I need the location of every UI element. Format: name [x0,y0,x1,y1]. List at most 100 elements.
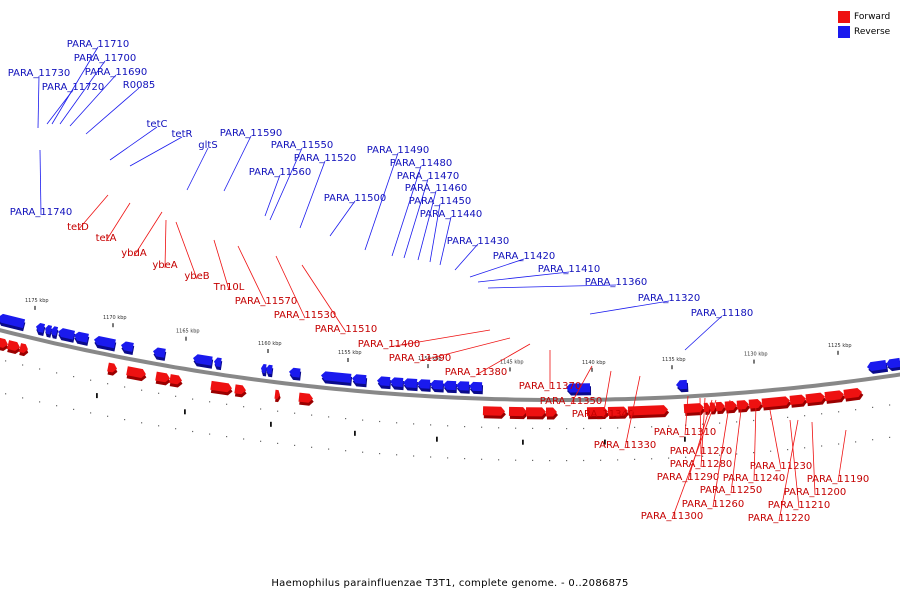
forward-gene-box-body [0,337,8,348]
forward-gene-label: PARA_11200 [784,487,846,498]
reverse-gene-box-body [94,335,116,349]
legend: Forward Reverse [838,9,890,39]
reverse-gene-label: PARA_11320 [638,293,700,304]
guide-dot [345,418,347,420]
forward-gene-label: PARA_11300 [641,511,703,522]
reverse-gene-label-leader [589,300,670,315]
guide-dot [600,427,602,429]
forward-gene-box [298,392,314,406]
forward-gene-box-body [482,406,505,416]
guide-dot [481,426,483,428]
scale-tick [591,367,593,372]
legend-forward: Forward [838,9,890,24]
reverse-gene-box-body [289,367,301,378]
forward-gene-box-body [586,407,608,417]
forward-gene-label: PARA_11570 [235,296,297,307]
forward-gene-label: PARA_11350 [540,396,602,407]
forward-gene-label: PARA_11250 [700,485,762,496]
guide-dot [838,443,840,445]
forward-gene-box-body [748,398,762,409]
reverse-gene-box [74,331,90,346]
map-caption: Haemophilus parainfluenzae T3T1, complet… [271,578,629,589]
reverse-gene-label: R0085 [123,80,155,91]
scale-tick-label: 1145 kbp [500,359,524,365]
scale-tick [837,350,839,355]
guide-dot [634,426,636,428]
guide-dot [583,459,585,462]
forward-gene-box-body [627,405,668,416]
forward-gene-box-body [824,390,844,402]
forward-gene-box [724,401,739,414]
forward-gene-box-body [525,407,546,417]
forward-gene-label-leader [133,211,163,257]
scale-tick-label: 1175 kbp [25,298,49,304]
reverse-gene-box [58,328,76,343]
reverse-gene-box [886,357,900,372]
forward-gene-box [210,380,233,396]
forward-gene-label: PARA_11260 [682,499,744,510]
guide-dot [770,418,772,420]
guide-dot [736,421,738,423]
guide-dot [294,412,296,414]
reverse-gene-label-leader [109,126,158,161]
guide-dot [430,456,432,458]
reverse-gene-label-leader [439,216,452,266]
forward-gene-label: PARA_11340 [572,409,634,420]
forward-gene-box [126,366,147,382]
reverse-gene-label: PARA_11360 [585,277,647,288]
scale-tick [34,305,36,310]
strand-marker [96,393,98,399]
reverse-gene-label-leader [85,87,140,135]
reverse-swatch [838,25,850,38]
reverse-gene-label: PARA_11440 [420,209,482,220]
forward-gene-box [525,407,547,420]
reverse-gene-label: PARA_11700 [74,53,136,64]
forward-gene-box [715,401,727,415]
forward-gene-label: PARA_11510 [315,324,377,335]
guide-dot [141,389,143,391]
reverse-gene-box-body [58,328,75,340]
reverse-gene-label: PARA_11590 [220,128,282,139]
forward-gene-box [482,406,506,419]
scale-tick-label: 1135 kbp [662,357,686,363]
guide-dot [345,450,347,452]
forward-gene-label-leader [388,329,491,348]
guide-dot [141,422,143,424]
guide-dot [651,426,653,428]
scale-tick [185,336,187,341]
reverse-gene-box-body [390,377,404,388]
forward-gene-label: PARA_11530 [274,310,336,321]
reverse-gene-box [289,367,302,381]
forward-gene-label: Tn10L [213,282,245,293]
reverse-gene-box [417,379,432,392]
guide-dot [430,424,432,426]
forward-gene-label-leader [684,395,689,436]
scale-tick-label: 1125 kbp [828,343,852,349]
guide-dot [22,397,24,399]
forward-gene-label-leader [789,419,800,509]
reverse-gene-label: PARA_11430 [447,236,509,247]
forward-gene-box-body [545,407,557,417]
scale-tick [509,367,511,372]
reverse-gene-label-leader [223,135,252,192]
reverse-gene-box-body [36,322,46,333]
reverse-gene-box-body [51,326,59,336]
guide-dot [277,442,279,444]
guide-dot [872,406,874,408]
guide-dot [668,425,670,427]
reverse-gene-box-body [45,324,53,335]
guide-dot [107,383,109,385]
strand-marker [184,409,186,415]
legend-reverse-label: Reverse [854,26,891,37]
guide-dot [753,419,755,422]
reverse-gene-label-leader [264,174,281,217]
forward-gene-label-leader [175,221,198,280]
guide-dot [515,427,517,429]
forward-gene-label-leader [778,419,799,522]
forward-gene-box-body [789,394,807,405]
reverse-gene-label: PARA_11710 [67,39,129,50]
forward-gene-box [748,398,764,412]
forward-gene-label: PARA_11290 [657,472,719,483]
